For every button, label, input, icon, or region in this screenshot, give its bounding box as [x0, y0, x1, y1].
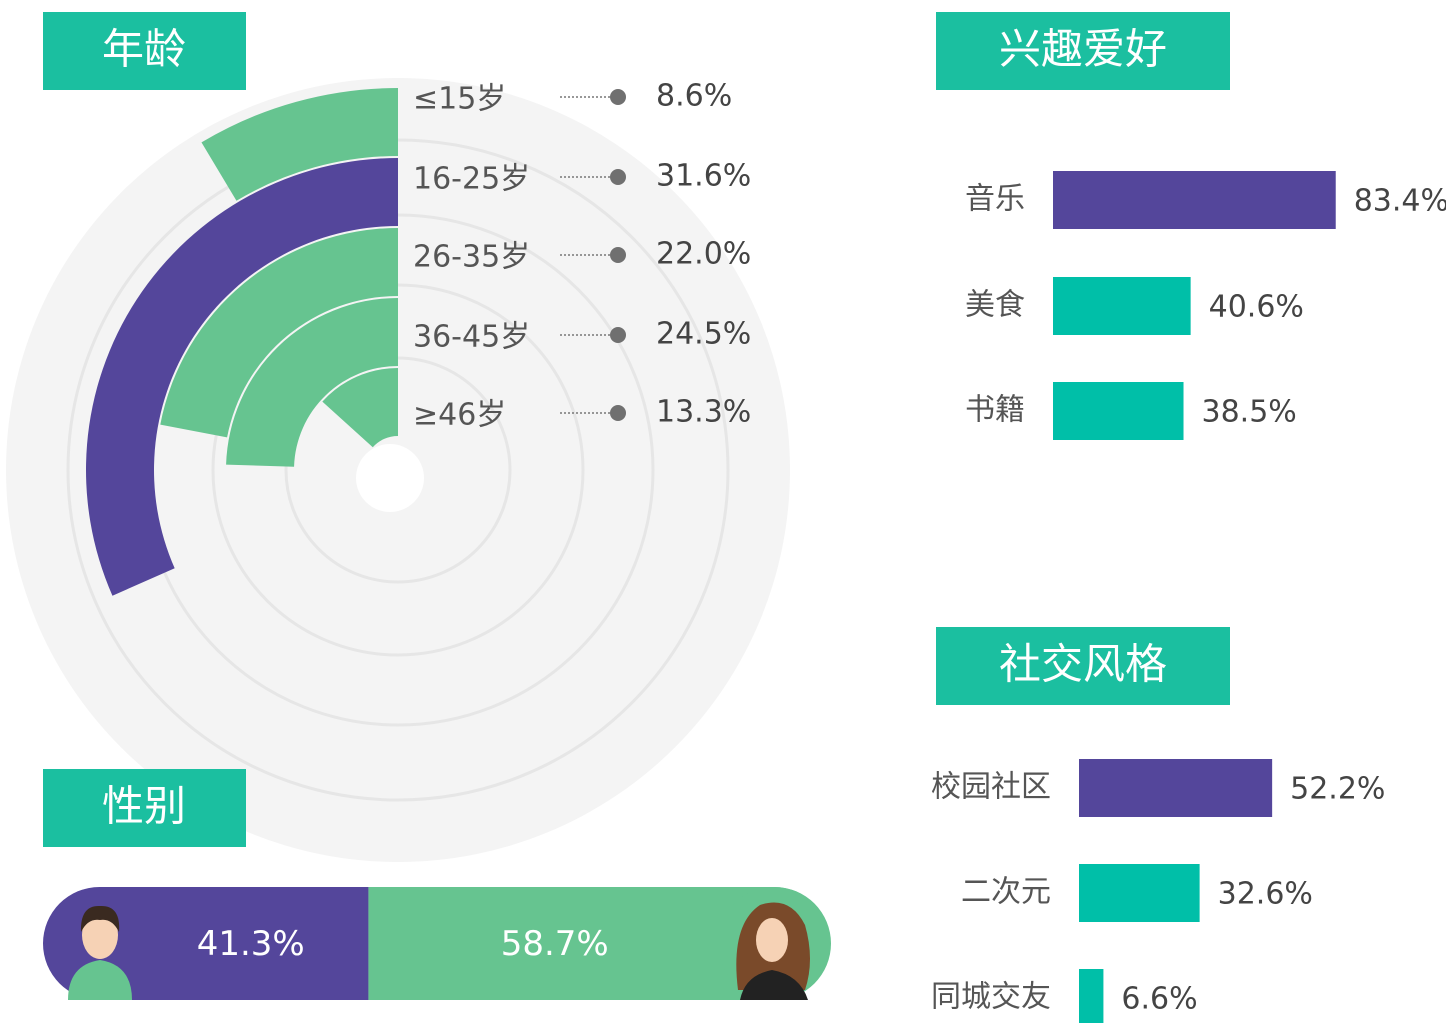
- value-label: 13.3%: [656, 395, 751, 430]
- header-box: [936, 12, 1230, 90]
- value-label: 52.2%: [1290, 772, 1385, 807]
- value-label: 24.5%: [656, 317, 751, 352]
- category-label: 36-45岁: [413, 320, 530, 355]
- category-label: 书籍: [965, 393, 1025, 428]
- category-label: ≥46岁: [413, 398, 506, 433]
- category-label: 校园社区: [931, 770, 1051, 805]
- leader-dot: [610, 327, 626, 343]
- category-label: 26-35岁: [413, 240, 530, 275]
- ring-bar: [201, 88, 398, 201]
- category-label: ≤15岁: [413, 82, 506, 117]
- header-box: [936, 627, 1230, 705]
- gender-chart: 性别 41.3% 58.7%: [43, 769, 831, 1000]
- value-label: 38.5%: [1202, 395, 1297, 430]
- value-label: 40.6%: [1209, 290, 1304, 325]
- leader-dot: [610, 89, 626, 105]
- avatar-face: [756, 918, 788, 962]
- value-label: 6.6%: [1121, 982, 1197, 1017]
- bar: [1079, 969, 1104, 1023]
- interest-chart: 兴趣爱好 音乐 83.4% 美食 40.6% 书籍 38.5%: [936, 12, 1446, 440]
- header: 性别: [102, 782, 186, 831]
- leader-dot: [610, 169, 626, 185]
- bar: [1053, 277, 1191, 335]
- value-label: 8.6%: [656, 79, 732, 114]
- bar: [1079, 864, 1200, 922]
- age-chart: 年龄 ≤15岁 8.6% 16-25岁 31.6% 26-35岁 22.0% 36-45岁 2…: [43, 12, 751, 596]
- category-label: 同城交友: [931, 980, 1051, 1015]
- category-label: 16-25岁: [413, 162, 530, 197]
- value-label: 32.6%: [1218, 877, 1313, 912]
- avatar-body: [740, 970, 808, 1000]
- ring-bar: [160, 228, 398, 438]
- avatar-body: [68, 960, 132, 1000]
- value-label: 31.6%: [656, 159, 751, 194]
- header: 年龄: [102, 25, 186, 74]
- ring-bar: [322, 368, 398, 448]
- bar: [1053, 382, 1184, 440]
- bar: [1053, 171, 1336, 229]
- pill: [43, 887, 831, 1000]
- header: 社交风格: [999, 640, 1167, 689]
- value-label: 58.7%: [501, 924, 609, 964]
- value-label: 22.0%: [656, 237, 751, 272]
- leader-dot: [610, 247, 626, 263]
- category-label: 二次元: [961, 875, 1051, 910]
- avatar-face: [82, 911, 118, 959]
- value-label: 41.3%: [197, 924, 305, 964]
- avatar-hair: [80, 905, 120, 932]
- header: 兴趣爱好: [999, 25, 1167, 74]
- ring-bar: [85, 158, 398, 596]
- female-avatar: [718, 887, 830, 1000]
- category-label: 音乐: [965, 182, 1025, 217]
- value-label: 83.4%: [1354, 184, 1446, 219]
- bar: [1079, 759, 1273, 817]
- ring-bar: [226, 298, 398, 467]
- header-box: [43, 769, 246, 847]
- leader-dot: [610, 405, 626, 421]
- header-box: [43, 12, 246, 90]
- social-chart: 社交风格 校园社区 52.2% 二次元 32.6% 同城交友 6.6%: [931, 627, 1385, 1023]
- male-avatar: [68, 905, 132, 1000]
- category-label: 美食: [965, 288, 1025, 323]
